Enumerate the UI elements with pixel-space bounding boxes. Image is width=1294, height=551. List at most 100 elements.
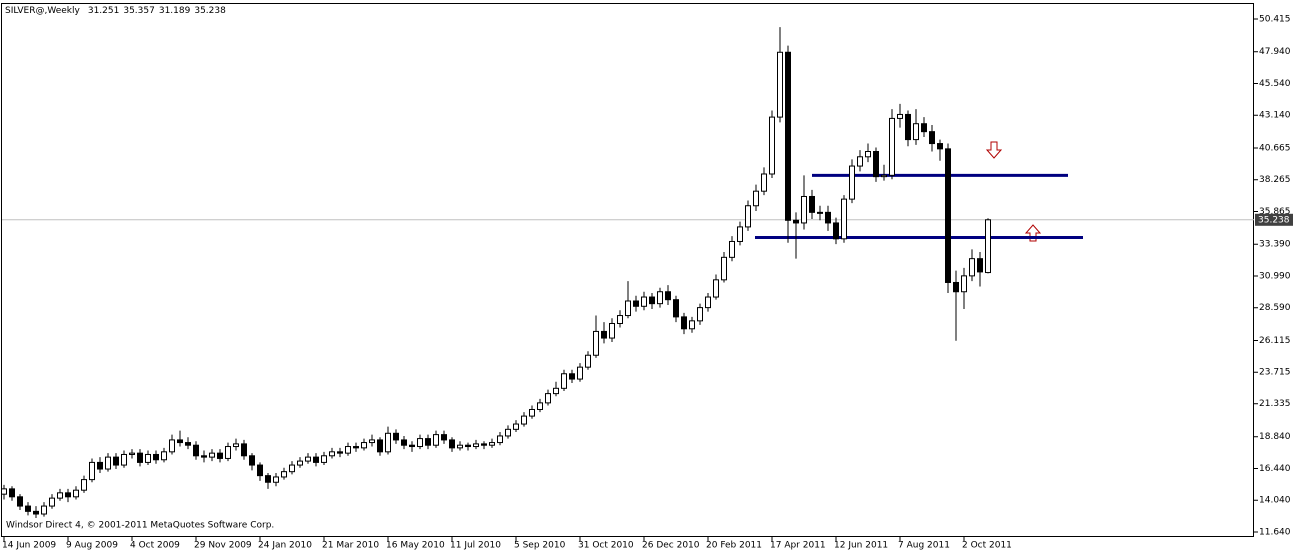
candle-body xyxy=(585,354,591,368)
candle-body xyxy=(297,460,303,466)
candle-body xyxy=(961,275,967,293)
candle-body xyxy=(897,113,903,119)
x-tick-label: 29 Nov 2009 xyxy=(194,541,252,551)
candle-body xyxy=(721,256,727,281)
x-tick-label: 26 Dec 2010 xyxy=(642,541,700,551)
y-tick-label: 43.140 xyxy=(1259,111,1291,121)
candle-body xyxy=(257,464,263,477)
candle-body xyxy=(841,198,847,240)
candle-body xyxy=(161,451,167,461)
candle-body xyxy=(1,488,7,495)
y-tick-label: 23.715 xyxy=(1259,368,1291,378)
candle-body xyxy=(977,258,983,273)
header-close: 35.238 xyxy=(194,6,226,16)
candle-body xyxy=(753,190,759,207)
candle-body xyxy=(473,443,479,448)
x-tick-label: 14 Jun 2009 xyxy=(2,541,56,551)
x-tick-label: 9 Aug 2009 xyxy=(66,541,118,551)
candle-body xyxy=(593,330,599,356)
candle-body xyxy=(513,423,519,430)
candle-body xyxy=(273,476,279,483)
price-label-box xyxy=(1255,213,1293,226)
x-tick-label: 21 Mar 2010 xyxy=(322,541,379,551)
candle-body xyxy=(569,373,575,380)
candle-body xyxy=(945,148,951,283)
chart-title: SILVER@,Weekly xyxy=(5,6,81,16)
candle-body xyxy=(865,150,871,158)
candle-body xyxy=(465,444,471,448)
candle-body xyxy=(777,51,783,118)
candle-body xyxy=(401,439,407,446)
candle-body xyxy=(377,439,383,453)
y-tick-label: 45.540 xyxy=(1259,79,1291,89)
x-tick-label: 7 Aug 2011 xyxy=(898,541,950,551)
candle-body xyxy=(489,442,495,446)
candle-body xyxy=(633,300,639,307)
candle-body xyxy=(497,435,503,444)
x-tick-label: 4 Oct 2009 xyxy=(130,541,180,551)
y-tick-label: 33.390 xyxy=(1259,240,1291,250)
price-label: 35.238 xyxy=(1258,215,1290,225)
candle-body xyxy=(369,439,375,444)
candle-body xyxy=(89,461,95,481)
y-tick-label: 18.840 xyxy=(1259,432,1291,442)
candle-body xyxy=(681,316,687,330)
candle-body xyxy=(921,123,927,133)
x-tick-label: 11 Jul 2010 xyxy=(450,541,501,551)
plot-frame xyxy=(1,3,1254,537)
candle-body xyxy=(833,222,839,240)
candle-body xyxy=(225,446,231,459)
candle-body xyxy=(737,226,743,242)
candle-body xyxy=(457,444,463,449)
candle-body xyxy=(625,300,631,317)
candle-body xyxy=(657,291,663,305)
candle-body xyxy=(113,456,119,466)
header-high: 35.357 xyxy=(123,6,155,16)
candle-body xyxy=(321,455,327,463)
candle-body xyxy=(9,488,15,498)
y-tick-label: 47.940 xyxy=(1259,47,1291,57)
candle-body xyxy=(481,443,487,446)
x-tick-label: 20 Feb 2011 xyxy=(706,541,762,551)
candle-body xyxy=(393,432,399,441)
y-tick-label: 28.590 xyxy=(1259,303,1291,313)
candle-body xyxy=(881,174,887,178)
candle-body xyxy=(617,315,623,324)
candle-body xyxy=(553,387,559,395)
candle-body xyxy=(913,123,919,141)
candle-body xyxy=(361,442,367,449)
candle-body xyxy=(145,453,151,463)
y-tick-label: 40.665 xyxy=(1259,143,1291,153)
candle-body xyxy=(689,320,695,330)
candle-body xyxy=(537,402,543,410)
y-tick-label: 50.415 xyxy=(1259,14,1291,24)
candle-body xyxy=(105,456,111,470)
candle-body xyxy=(121,453,127,466)
x-tick-label: 2 Oct 2011 xyxy=(962,541,1012,551)
candle-body xyxy=(785,51,791,221)
candle-body xyxy=(529,408,535,417)
candle-body xyxy=(857,156,863,167)
footer: Windsor Direct 4, © 2001-2011 MetaQuotes… xyxy=(6,521,274,531)
candle-body xyxy=(97,461,103,470)
candle-body xyxy=(193,444,199,457)
candle-body xyxy=(209,452,215,458)
candle-body xyxy=(769,116,775,175)
candle-body xyxy=(713,279,719,298)
candle-body xyxy=(129,452,135,455)
x-tick-label: 17 Apr 2011 xyxy=(770,541,826,551)
candle-body xyxy=(25,505,31,512)
candle-body xyxy=(561,373,567,389)
candle-body xyxy=(745,205,751,228)
candle-body xyxy=(249,455,255,466)
candle-body xyxy=(137,452,143,463)
candle-body xyxy=(905,113,911,141)
candle-body xyxy=(673,299,679,318)
candle-body xyxy=(609,322,615,339)
x-tick-label: 16 May 2010 xyxy=(386,541,445,551)
sell-arrow xyxy=(985,141,1003,159)
candle-body xyxy=(289,464,295,473)
candle-body xyxy=(41,505,47,515)
